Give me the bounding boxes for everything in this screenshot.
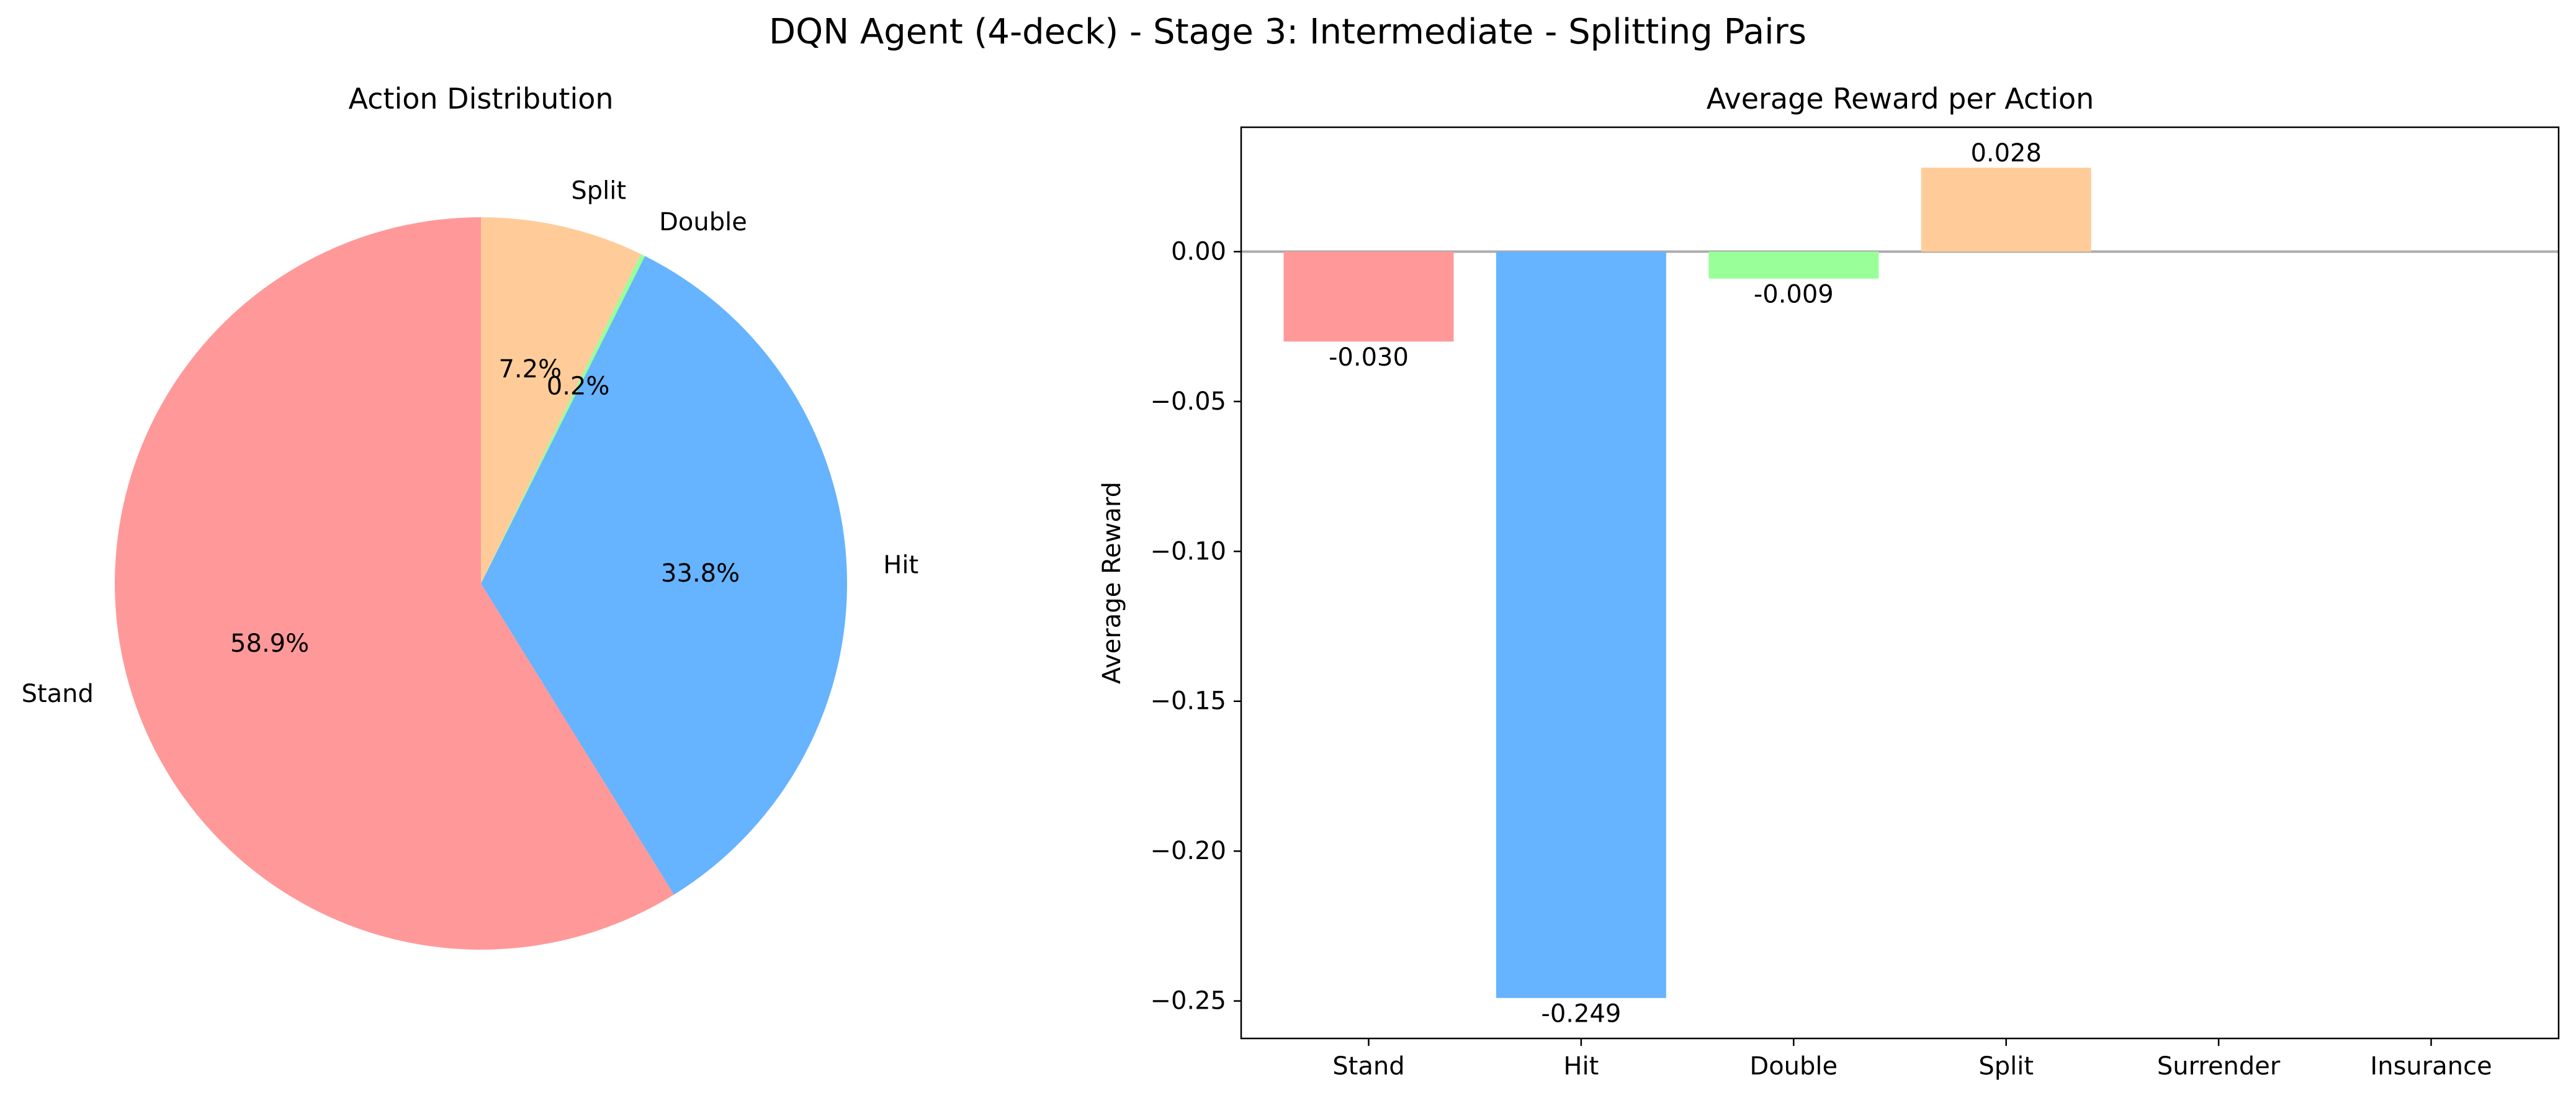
pie-slice-double [481,254,645,584]
pie-pct-hit: 33.8% [661,559,740,588]
x-tick-label-split: Split [1978,1052,2034,1081]
x-tick-label-insurance: Insurance [2370,1052,2492,1081]
figure-title: DQN Agent (4-deck) - Stage 3: Intermedia… [769,12,1806,52]
pie-slices [114,217,847,950]
bar-double [1708,251,1879,279]
bar-chart: Average Reward per Action -0.030-0.249-0… [1098,82,2560,1081]
pie-label-double: Double [659,208,747,236]
y-axis-ticks: 0.00 −0.05 −0.10 −0.15 −0.20 −0.25 [1150,237,1241,1015]
pie-slice-hit [481,256,847,895]
x-tick-label-stand: Stand [1332,1052,1404,1081]
pie-chart: Action Distribution Stand 58.9% Hit 33.8% Do… [22,82,919,950]
bar-hit [1496,251,1666,998]
pie-pct-split: 7.2% [498,355,562,384]
pie-label-stand: Stand [22,680,94,708]
y-tick-label: −0.25 [1150,987,1226,1015]
x-tick-label-double: Double [1749,1052,1838,1081]
y-tick-label: −0.05 [1150,387,1226,416]
pie-slice-split [481,217,641,583]
y-tick-label: −0.20 [1150,837,1226,865]
bar-value-labels: -0.030 -0.249 -0.009 0.028 [1329,139,2042,1028]
pie-title: Action Distribution [348,82,613,115]
pie-pct-double: 0.2% [547,372,610,401]
bar-split [1921,168,2091,252]
pie-labels: Stand 58.9% Hit 33.8% Double 0.2% Split 7.2% [22,177,919,709]
pie-label-hit: Hit [883,551,918,580]
bar-value-label-double: -0.009 [1754,281,1834,309]
bar-value-label-stand: -0.030 [1329,343,1409,372]
x-tick-label-surrender: Surrender [2157,1052,2281,1081]
x-tick-label-hit: Hit [1563,1052,1599,1081]
y-axis-label: Average Reward [1098,482,1126,684]
bar-marks [1283,168,2091,998]
y-tick-label: −0.10 [1150,537,1226,565]
bar-stand [1283,251,1454,342]
bar-plot-frame [1240,126,2560,1040]
y-tick-label: −0.15 [1150,687,1226,716]
pie-slice-stand [114,217,675,950]
bar-value-label-hit: -0.249 [1541,1000,1621,1029]
bar-title: Average Reward per Action [1707,82,2094,115]
pie-pct-stand: 58.9% [230,629,309,658]
x-axis-ticks: Stand Hit Double Split Surrender Insurance [1332,1038,2492,1081]
y-tick-label: 0.00 [1171,237,1226,266]
bar-value-label-split: 0.028 [1970,139,2042,168]
pie-label-split: Split [571,177,626,205]
